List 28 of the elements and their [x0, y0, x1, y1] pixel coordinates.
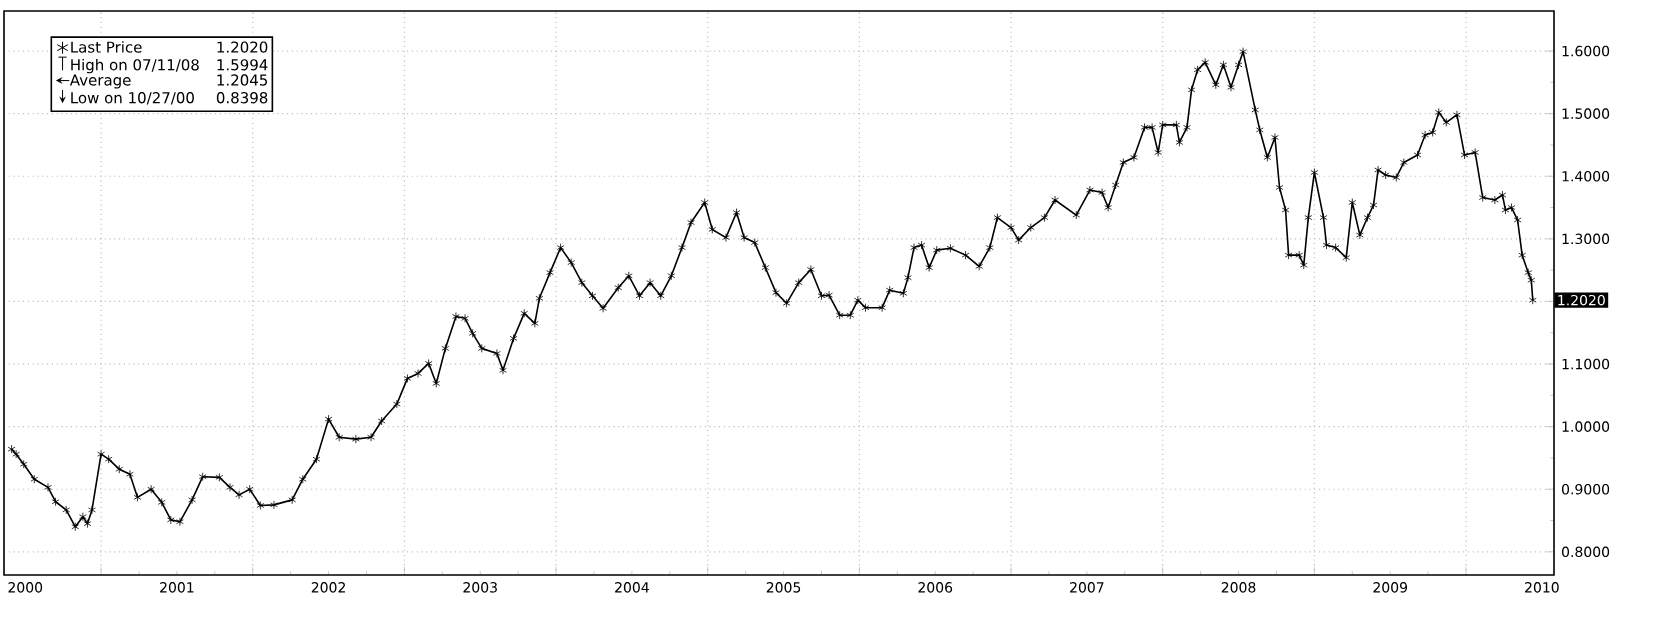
- annotation: 1.2045: [217, 74, 268, 86]
- annotation: 1.2020: [217, 41, 268, 53]
- text: 1.2020: [1558, 294, 1605, 306]
- y-tick-label: 1.3000: [1562, 233, 1610, 245]
- x-tick-label: 2003: [463, 582, 497, 593]
- y-tick-label: 1.6000: [1562, 45, 1610, 57]
- x-tick-label: 2007: [1070, 582, 1104, 593]
- x-tick-label: 2008: [1221, 582, 1256, 593]
- x-tick-label: 2004: [615, 582, 649, 593]
- annotation: High on 07/11/08: [71, 58, 199, 74]
- x-tick-label: 2006: [918, 582, 953, 593]
- y-tick-label: 1.1000: [1562, 358, 1610, 370]
- annotation: Average: [69, 74, 131, 89]
- x-tick-label: 2002: [311, 582, 345, 593]
- legend-label: Last Price: [71, 41, 142, 53]
- annotation: 1.5994: [217, 59, 268, 71]
- y-tick-label: 1.0000: [1562, 421, 1610, 432]
- y-tick-label: 1.5000: [1562, 108, 1610, 119]
- x-tick-label: 2009: [1373, 582, 1408, 593]
- annotation: Low on 10/27/00: [71, 92, 194, 105]
- annotation: 0.8398: [216, 92, 268, 104]
- x-tick-label: 2000: [8, 582, 43, 593]
- x-tick-label: 2001: [160, 582, 194, 593]
- x-tick-label: 2010: [1525, 582, 1559, 593]
- x-tick-label: 2005: [766, 582, 801, 593]
- y-tick-label: 0.9000: [1561, 483, 1610, 495]
- y-tick-label: 0.8000: [1561, 546, 1610, 558]
- y-tick-label: 1.4000: [1562, 170, 1610, 182]
